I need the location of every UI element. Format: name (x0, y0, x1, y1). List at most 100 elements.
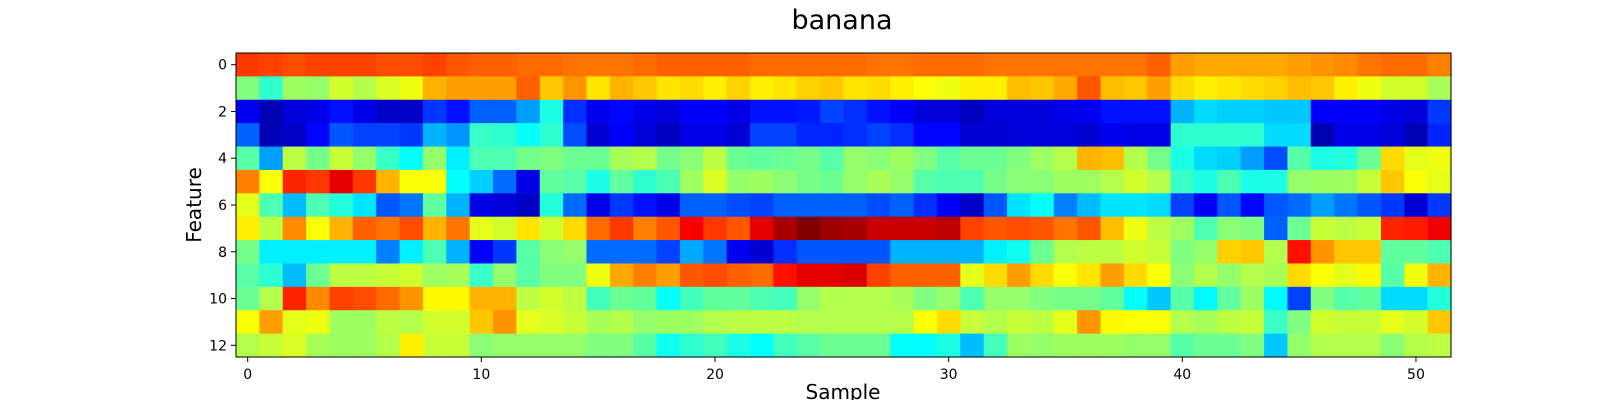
heatmap-cell (750, 53, 775, 77)
heatmap-cell (516, 286, 541, 311)
heatmap-cell (516, 53, 541, 77)
heatmap-cell (1100, 240, 1125, 265)
heatmap-cell (1217, 333, 1242, 358)
heatmap-cell (1334, 286, 1359, 311)
heatmap-cell (329, 193, 354, 218)
heatmap-cell (1357, 123, 1382, 148)
heatmap-cell (1334, 240, 1359, 265)
heatmap-cell (1240, 193, 1265, 218)
heatmap-cell (983, 99, 1008, 124)
heatmap-cell (1147, 333, 1172, 358)
heatmap-cell (1310, 76, 1335, 101)
heatmap-cell (1404, 193, 1429, 218)
heatmap-cell (843, 333, 868, 358)
heatmap-cell (469, 53, 494, 77)
heatmap-cell (1123, 310, 1148, 335)
heatmap-cell (306, 263, 331, 288)
heatmap-cell (399, 123, 424, 148)
heatmap-cell (352, 216, 377, 241)
heatmap-cell (866, 76, 891, 101)
heatmap-cell (820, 99, 845, 124)
heatmap-cell (1357, 76, 1382, 101)
x-tick-label: 30 (940, 367, 958, 383)
heatmap-cell (1030, 310, 1055, 335)
heatmap-cell (960, 123, 985, 148)
heatmap-cell (773, 76, 798, 101)
heatmap-cell (1334, 146, 1359, 171)
heatmap-cell (1357, 333, 1382, 358)
heatmap-cell (796, 123, 821, 148)
heatmap-cell (282, 146, 307, 171)
heatmap-cell (1380, 53, 1405, 77)
heatmap-cell (866, 193, 891, 218)
heatmap-cell (1217, 76, 1242, 101)
heatmap-cell (399, 216, 424, 241)
heatmap-cell (679, 263, 704, 288)
heatmap-cell (983, 240, 1008, 265)
heatmap-cell (1334, 169, 1359, 194)
heatmap-cell (1287, 333, 1312, 358)
heatmap-cell (726, 76, 751, 101)
heatmap-cell (1030, 146, 1055, 171)
heatmap-cell (539, 169, 564, 194)
heatmap-cell (913, 53, 938, 77)
heatmap-cell (656, 76, 681, 101)
heatmap-cell (866, 286, 891, 311)
y-tick-label: 12 (209, 338, 227, 354)
heatmap-cell (1310, 333, 1335, 358)
heatmap-cell (679, 146, 704, 171)
heatmap-cell (1077, 263, 1102, 288)
heatmap-cell (890, 240, 915, 265)
heatmap-cell (633, 310, 658, 335)
heatmap-cell (609, 310, 634, 335)
heatmap-cell (306, 53, 331, 77)
heatmap-cell (282, 310, 307, 335)
heatmap-cell (1264, 99, 1289, 124)
heatmap-cell (1357, 193, 1382, 218)
heatmap-cell (1287, 193, 1312, 218)
heatmap-cell (236, 123, 260, 148)
heatmap-cell (1334, 99, 1359, 124)
heatmap-cell (960, 286, 985, 311)
heatmap-cell (1007, 99, 1032, 124)
heatmap-cell (446, 193, 471, 218)
heatmap-cell (1310, 146, 1335, 171)
heatmap-cell (773, 193, 798, 218)
heatmap-cell (1217, 53, 1242, 77)
heatmap-cell (1264, 333, 1289, 358)
heatmap-cell (1357, 99, 1382, 124)
heatmap-cell (1123, 263, 1148, 288)
heatmap-cell (633, 240, 658, 265)
heatmap-cell (1030, 53, 1055, 77)
heatmap-cell (516, 193, 541, 218)
heatmap-cell (376, 146, 401, 171)
heatmap-cell (1193, 310, 1218, 335)
heatmap-cell (679, 333, 704, 358)
heatmap-cell (913, 333, 938, 358)
heatmap-cell (796, 286, 821, 311)
heatmap-cell (539, 240, 564, 265)
heatmap-cell (1240, 53, 1265, 77)
heatmap-cell (820, 146, 845, 171)
heatmap-cell (703, 216, 728, 241)
heatmap-cell (586, 333, 611, 358)
heatmap-cell (1264, 310, 1289, 335)
heatmap-cell (1310, 53, 1335, 77)
heatmap-cell (1053, 263, 1078, 288)
heatmap-cell (1193, 263, 1218, 288)
heatmap-cell (1404, 53, 1429, 77)
heatmap-cell (726, 286, 751, 311)
heatmap-cell (750, 333, 775, 358)
heatmap-cell (1030, 263, 1055, 288)
heatmap-cell (1310, 310, 1335, 335)
heatmap-cell (493, 263, 517, 288)
heatmap-cell (1077, 123, 1102, 148)
heatmap-cell (866, 310, 891, 335)
heatmap-cell (773, 53, 798, 77)
heatmap-cell (1404, 263, 1429, 288)
heatmap-cell (469, 146, 494, 171)
heatmap-cell (493, 76, 517, 101)
heatmap-cell (1193, 286, 1218, 311)
heatmap-cell (352, 53, 377, 77)
heatmap-cell (936, 193, 961, 218)
